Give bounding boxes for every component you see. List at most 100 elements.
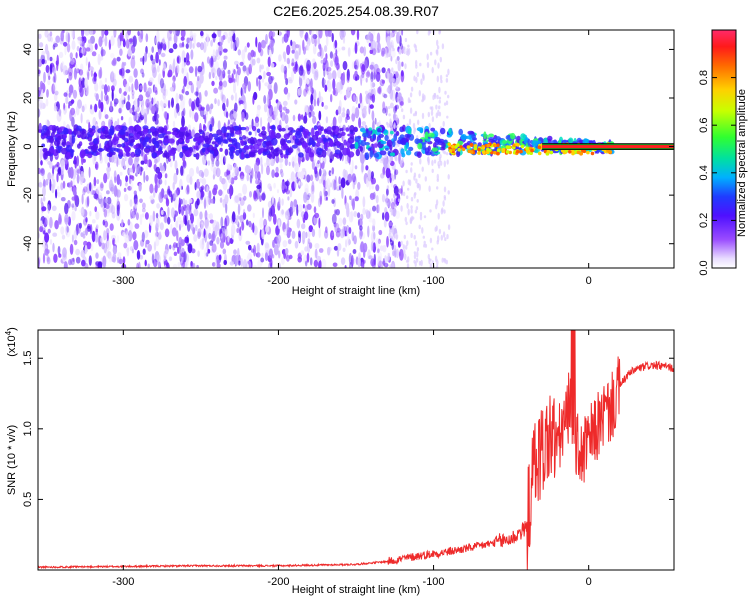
noise-speckle	[388, 233, 391, 238]
noise-speckle	[360, 213, 364, 221]
noise-speckle	[301, 223, 306, 230]
noise-speckle	[414, 240, 418, 247]
noise-speckle	[227, 174, 232, 184]
noise-speckle	[443, 151, 447, 155]
noise-speckle	[64, 213, 69, 225]
noise-speckle	[320, 59, 324, 64]
noise-speckle	[303, 104, 308, 115]
noise-speckle	[404, 253, 407, 260]
x-tick-label: 0	[586, 275, 592, 287]
noise-speckle	[116, 56, 121, 62]
signal-blob	[275, 147, 280, 152]
noise-speckle	[291, 41, 297, 52]
noise-speckle	[292, 114, 296, 122]
noise-speckle	[363, 46, 367, 57]
y-tick-label: 0	[22, 144, 34, 150]
noise-speckle	[130, 44, 136, 54]
noise-speckle	[221, 94, 226, 105]
noise-speckle	[181, 41, 185, 48]
y-tick-label: 0.5	[22, 492, 34, 507]
noise-speckle	[313, 259, 319, 268]
noise-speckle	[303, 211, 309, 221]
noise-speckle	[331, 213, 337, 225]
noise-speckle	[394, 168, 397, 180]
noise-speckle	[347, 173, 353, 183]
noise-speckle	[324, 105, 329, 110]
noise-speckle	[132, 104, 135, 112]
noise-speckle	[288, 206, 294, 217]
noise-speckle	[55, 188, 58, 199]
noise-speckle	[235, 37, 240, 48]
noise-speckle	[331, 32, 334, 43]
noise-speckle	[266, 165, 270, 176]
signal-blob	[181, 145, 189, 150]
noise-speckle	[318, 227, 321, 239]
noise-speckle	[95, 252, 99, 259]
noise-speckle	[439, 56, 442, 63]
noise-speckle	[375, 195, 379, 204]
noise-speckle	[331, 167, 335, 175]
noise-speckle	[89, 224, 93, 235]
snr-x-label: Height of straight line (km)	[292, 584, 420, 596]
noise-speckle	[58, 109, 62, 117]
noise-speckle	[436, 45, 440, 50]
noise-speckle	[101, 84, 105, 90]
noise-speckle	[72, 89, 78, 99]
noise-speckle	[313, 70, 319, 81]
signal-hotspot	[451, 147, 456, 152]
signal-blob	[111, 138, 119, 146]
noise-speckle	[175, 242, 179, 249]
noise-speckle	[113, 30, 117, 38]
noise-speckle	[179, 42, 183, 48]
noise-speckle	[119, 32, 123, 42]
noise-speckle	[156, 203, 161, 209]
noise-speckle	[125, 175, 129, 183]
noise-speckle	[362, 196, 366, 208]
noise-speckle	[239, 197, 245, 206]
noise-speckle	[256, 104, 261, 111]
noise-speckle	[286, 30, 290, 38]
noise-speckle	[346, 225, 349, 237]
noise-speckle	[365, 209, 369, 215]
noise-speckle	[401, 61, 404, 67]
noise-speckle	[130, 57, 136, 69]
noise-speckle	[55, 35, 61, 43]
noise-speckle	[397, 198, 401, 202]
noise-speckle	[215, 49, 219, 57]
noise-speckle	[131, 175, 135, 181]
noise-speckle	[386, 255, 390, 262]
noise-speckle	[281, 257, 285, 265]
signal-blob	[234, 130, 242, 135]
noise-speckle	[272, 239, 275, 248]
noise-speckle	[281, 181, 286, 194]
noise-speckle	[359, 225, 363, 231]
noise-speckle	[49, 216, 53, 229]
noise-speckle	[140, 160, 145, 165]
noise-speckle	[141, 213, 145, 218]
noise-speckle	[298, 44, 301, 56]
signal-blob	[87, 145, 94, 150]
noise-speckle	[249, 173, 252, 183]
noise-speckle	[351, 159, 354, 172]
noise-speckle	[45, 64, 50, 74]
signal-blob	[390, 130, 394, 135]
noise-speckle	[236, 227, 240, 234]
noise-speckle	[421, 227, 424, 234]
noise-speckle	[125, 101, 131, 111]
noise-speckle	[247, 52, 252, 61]
noise-speckle	[443, 258, 446, 262]
noise-speckle	[195, 224, 198, 232]
noise-speckle	[395, 104, 400, 110]
signal-blob	[547, 135, 553, 142]
noise-speckle	[191, 101, 195, 112]
noise-speckle	[137, 30, 140, 37]
noise-speckle	[286, 44, 291, 56]
noise-speckle	[259, 195, 262, 203]
signal-blob	[502, 140, 508, 144]
noise-speckle	[313, 206, 317, 214]
noise-speckle	[189, 203, 192, 212]
noise-speckle	[248, 63, 252, 75]
signal-blob	[53, 139, 61, 147]
noise-speckle	[378, 85, 382, 95]
noise-speckle	[38, 69, 41, 74]
